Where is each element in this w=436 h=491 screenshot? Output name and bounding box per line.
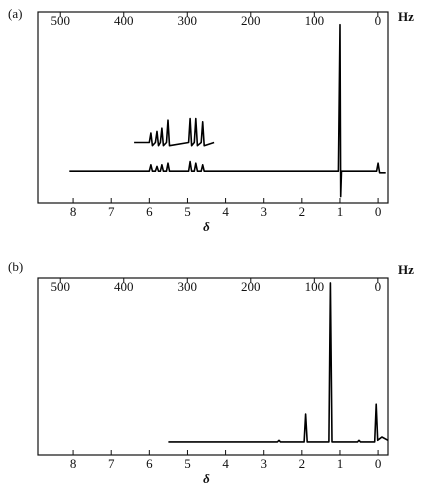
- x-axis-label: δ: [203, 219, 210, 234]
- x-tick-label: 5: [184, 204, 191, 219]
- x-tick-label: 0: [375, 456, 382, 471]
- x-axis-label: δ: [203, 471, 210, 486]
- x-tick-label: 3: [260, 456, 267, 471]
- x2-tick-label: 200: [241, 13, 261, 28]
- spectrum-line: [134, 117, 215, 147]
- x2-axis-label: Hz: [398, 9, 414, 24]
- plot-frame: [37, 11, 389, 204]
- x-tick-label: 8: [70, 456, 77, 471]
- x2-axis-label: Hz: [398, 262, 414, 277]
- x-tick-label: 7: [108, 204, 115, 219]
- spectrum-line: [69, 23, 386, 198]
- panel-label: (a): [8, 6, 22, 21]
- x-tick-label: 4: [222, 456, 229, 471]
- x-tick-label: 3: [260, 204, 267, 219]
- x-tick-label: 8: [70, 204, 77, 219]
- x2-tick-label: 100: [305, 13, 325, 28]
- panel-label: (b): [8, 259, 23, 274]
- x2-tick-label: 300: [178, 13, 198, 28]
- x2-tick-label: 400: [114, 279, 134, 294]
- x2-tick-label: 300: [178, 279, 198, 294]
- x-tick-label: 0: [375, 204, 382, 219]
- x2-tick-label: 500: [50, 13, 70, 28]
- x-tick-label: 1: [337, 456, 344, 471]
- x-tick-label: 4: [222, 204, 229, 219]
- x-tick-label: 6: [146, 204, 153, 219]
- spectrum-line: [168, 282, 389, 443]
- x-tick-label: 6: [146, 456, 153, 471]
- x2-tick-label: 500: [50, 279, 70, 294]
- plot-frame: [37, 277, 389, 456]
- x-tick-label: 1: [337, 204, 344, 219]
- x2-tick-label: 400: [114, 13, 134, 28]
- x-tick-label: 5: [184, 456, 191, 471]
- x2-tick-label: 200: [241, 279, 261, 294]
- x2-tick-label: 0: [375, 13, 382, 28]
- x-tick-label: 2: [299, 204, 306, 219]
- x-tick-label: 7: [108, 456, 115, 471]
- x2-tick-label: 100: [305, 279, 325, 294]
- x2-tick-label: 0: [375, 279, 382, 294]
- x-tick-label: 2: [299, 456, 306, 471]
